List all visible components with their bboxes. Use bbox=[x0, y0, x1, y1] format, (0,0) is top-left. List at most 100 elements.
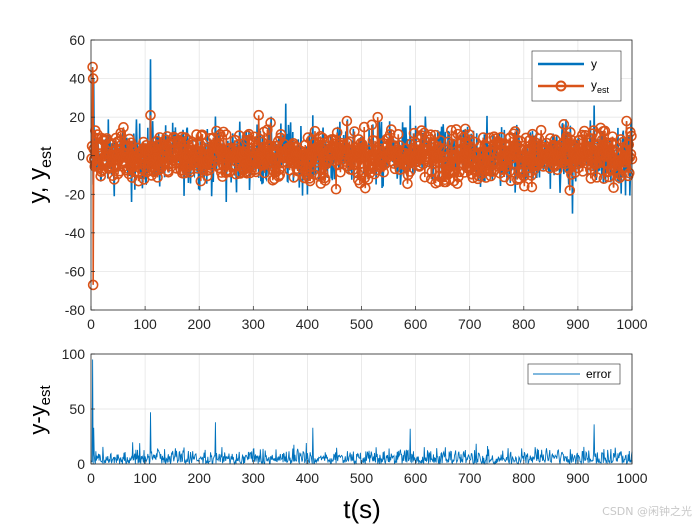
top-xtick-label: 0 bbox=[87, 316, 95, 332]
top-series-y_est-marker bbox=[133, 175, 144, 187]
top-series-y_est-marker bbox=[425, 129, 437, 140]
top-series-y_est-marker bbox=[145, 109, 156, 121]
top-series-y_est-marker bbox=[265, 117, 276, 128]
top-xtick-label: 900 bbox=[566, 316, 590, 332]
top-series-y_est-marker bbox=[599, 125, 611, 137]
top-series-y_est-marker bbox=[384, 128, 396, 140]
top-axes: 0 100 200 300 400 500 600 700 800 900 1000-80-60-4… bbox=[24, 32, 648, 332]
top-ylabel: y, yest bbox=[24, 146, 55, 203]
bottom-xtick-label: 600 bbox=[404, 470, 428, 486]
top-ytick-label: 60 bbox=[69, 32, 85, 48]
top-series-y_est-marker bbox=[623, 167, 635, 179]
top-series-y_est-marker bbox=[496, 138, 507, 149]
top-series-y_est-marker bbox=[603, 171, 615, 183]
top-ytick-label: -40 bbox=[65, 225, 85, 241]
top-series-y_est-marker bbox=[455, 137, 467, 149]
top-ytick-label: -20 bbox=[65, 186, 85, 202]
bottom-ytick-label: 50 bbox=[69, 401, 85, 417]
top-series-y_est-marker bbox=[416, 125, 427, 136]
top-series-y_est-marker bbox=[138, 136, 149, 148]
top-series-group bbox=[86, 59, 638, 291]
top-series-y_est-marker bbox=[366, 119, 378, 131]
top-series-y_est-marker bbox=[202, 170, 213, 182]
legend-yest-marker bbox=[555, 80, 567, 92]
top-series-y_est-marker bbox=[178, 144, 190, 156]
top-series-y_est-marker bbox=[352, 167, 364, 179]
top-series-y_est-marker bbox=[214, 139, 226, 150]
top-series-y_est-marker bbox=[207, 157, 219, 169]
top-ytick-label: -80 bbox=[65, 302, 85, 318]
top-xtick-label: 200 bbox=[188, 316, 212, 332]
top-series-y_est-marker bbox=[315, 131, 326, 142]
bottom-xlabel: t(s) bbox=[343, 494, 381, 524]
top-series-y_est-marker bbox=[87, 279, 99, 291]
top-series-y_est-marker bbox=[273, 171, 285, 182]
top-series-y_est-marker bbox=[374, 143, 386, 154]
top-series-y_est-marker bbox=[615, 134, 626, 145]
top-xtick-label: 800 bbox=[512, 316, 536, 332]
top-series-y_est-marker bbox=[330, 183, 342, 195]
top-series-y_est-marker bbox=[349, 126, 360, 137]
top-series-y_est-marker bbox=[625, 148, 637, 160]
legend-y-label: y bbox=[591, 57, 597, 71]
top-series-y_est-marker bbox=[473, 147, 484, 158]
top-series-y_est-marker bbox=[526, 170, 537, 181]
top-series-y_est-marker bbox=[565, 127, 576, 138]
top-series-y_est-marker bbox=[152, 172, 163, 183]
top-series-y_est-marker bbox=[191, 129, 202, 140]
top-series-y_est-marker bbox=[118, 122, 129, 133]
top-series-y_est-marker bbox=[577, 166, 589, 177]
top-series-y_est-marker bbox=[215, 129, 226, 140]
top-series-y_est-marker bbox=[218, 126, 229, 138]
top-xtick-label: 500 bbox=[350, 316, 374, 332]
top-series-y_est-marker bbox=[87, 73, 99, 84]
top-ytick-label: 40 bbox=[69, 71, 85, 87]
top-series-y_est-marker bbox=[163, 167, 174, 178]
top-xtick-label: 100 bbox=[133, 316, 157, 332]
top-series-y_est-marker bbox=[331, 127, 343, 138]
top-series-y_est-marker bbox=[226, 160, 237, 172]
top-series-y_est-marker bbox=[580, 129, 591, 141]
top-series-y_est-marker bbox=[358, 121, 370, 133]
bottom-ticks: 0 100 200 300 400 500 600 700 800 900 1000 0 50 100 bbox=[62, 346, 648, 486]
top-ytick-label: 0 bbox=[77, 148, 85, 164]
top-series-y_est-marker bbox=[224, 166, 235, 178]
legend-error-label: error bbox=[586, 367, 611, 381]
top-series-y_est-marker bbox=[564, 185, 576, 196]
bottom-xtick-label: 100 bbox=[133, 470, 157, 486]
top-xtick-label: 700 bbox=[458, 316, 482, 332]
top-series-y_est-marker bbox=[626, 130, 637, 142]
top-series-y_est-marker bbox=[591, 172, 603, 183]
top-series-y_est-marker bbox=[95, 170, 107, 182]
top-series-y_est-marker bbox=[249, 131, 260, 143]
top-series-y_est-marker bbox=[112, 168, 124, 180]
top-ytick-label: -60 bbox=[65, 263, 85, 279]
top-series-y_est-marker bbox=[233, 130, 245, 141]
top-series-y_est-marker bbox=[335, 166, 346, 178]
top-series-y_est-marker bbox=[519, 180, 530, 192]
top-series-y_est-marker bbox=[341, 115, 353, 127]
top-series-y_est-marker bbox=[319, 175, 331, 186]
top-series-y_est-marker bbox=[302, 132, 314, 143]
top-legend: y yest bbox=[531, 50, 622, 102]
bottom-xtick-label: 300 bbox=[242, 470, 266, 486]
bottom-xtick-label: 800 bbox=[512, 470, 536, 486]
top-series-y_est-marker bbox=[275, 128, 287, 140]
bottom-xtick-label: 700 bbox=[458, 470, 482, 486]
top-series-y_est-marker bbox=[474, 141, 486, 152]
top-series-y_est-marker bbox=[535, 124, 547, 136]
bottom-ytick-label: 100 bbox=[62, 346, 86, 362]
top-xtick-label: 300 bbox=[242, 316, 266, 332]
bottom-xtick-label: 0 bbox=[87, 470, 95, 486]
top-series-y_est-marker bbox=[273, 164, 285, 175]
top-series-y_est-marker bbox=[126, 140, 137, 152]
top-series-y_est-marker bbox=[473, 170, 485, 182]
top-series-y_est-marker bbox=[242, 130, 253, 142]
top-series-y_est-marker bbox=[248, 136, 260, 147]
top-series-y_est-marker bbox=[179, 132, 191, 143]
top-series-y_est-marker bbox=[100, 134, 111, 146]
bottom-xtick-label: 200 bbox=[188, 470, 212, 486]
top-series-y_est-marker bbox=[608, 182, 619, 193]
top-ytick-label: 20 bbox=[69, 109, 85, 125]
